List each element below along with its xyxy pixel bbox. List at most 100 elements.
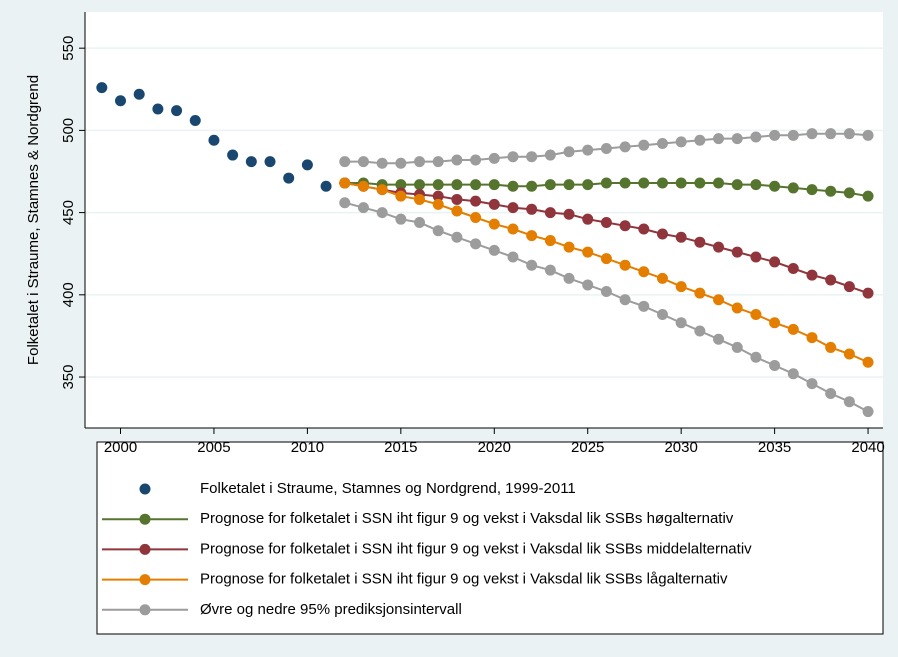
data-point [470, 212, 482, 224]
data-point [507, 251, 519, 263]
data-point [152, 103, 164, 115]
data-point [432, 190, 444, 202]
data-point [731, 246, 743, 258]
data-point [376, 157, 388, 169]
data-point [563, 146, 575, 158]
data-point [750, 131, 762, 143]
data-point [619, 294, 631, 306]
data-point [339, 177, 351, 189]
data-point [713, 294, 725, 306]
data-point [414, 156, 426, 168]
data-point [133, 88, 145, 100]
data-point [694, 325, 706, 337]
data-point [769, 317, 781, 329]
x-tick-label: 2015 [384, 439, 417, 456]
data-point [619, 177, 631, 189]
data-point [656, 177, 668, 189]
data-point [563, 179, 575, 191]
data-point [544, 235, 556, 247]
data-point [713, 241, 725, 253]
data-point [787, 368, 799, 380]
data-point [283, 172, 295, 184]
data-point [787, 323, 799, 335]
data-point [600, 253, 612, 265]
data-point [357, 156, 369, 168]
x-tick-label: 2040 [851, 439, 884, 456]
data-point [843, 187, 855, 199]
data-point [451, 154, 463, 166]
data-point [227, 149, 239, 161]
data-point [843, 396, 855, 408]
data-point [451, 231, 463, 243]
data-point [769, 360, 781, 372]
data-point [787, 182, 799, 194]
data-point [395, 213, 407, 225]
data-point [189, 115, 201, 127]
data-point [470, 195, 482, 207]
data-point [507, 202, 519, 214]
data-point [806, 184, 818, 196]
y-tick-label: 350 [60, 365, 77, 390]
data-point [731, 133, 743, 145]
data-point [862, 406, 874, 418]
data-point [470, 154, 482, 166]
data-point [488, 152, 500, 164]
data-point [600, 286, 612, 298]
data-point [694, 287, 706, 299]
data-point [507, 180, 519, 192]
data-point [694, 134, 706, 146]
data-point [638, 139, 650, 151]
data-point [806, 128, 818, 140]
data-point [750, 309, 762, 321]
data-point [806, 332, 818, 344]
data-point [376, 207, 388, 219]
data-point [825, 128, 837, 140]
legend-label: Prognose for folketalet i SSN iht figur … [200, 540, 752, 557]
data-point [451, 193, 463, 205]
y-tick-label: 500 [60, 118, 77, 143]
data-point [750, 351, 762, 363]
data-point [787, 263, 799, 275]
legend-marker [139, 513, 151, 525]
x-tick-label: 2030 [664, 439, 697, 456]
data-point [488, 244, 500, 256]
data-point [638, 300, 650, 312]
data-point [451, 179, 463, 191]
data-point [507, 151, 519, 163]
data-point [526, 180, 538, 192]
x-tick-label: 2025 [571, 439, 604, 456]
data-point [320, 180, 332, 192]
data-point [862, 356, 874, 368]
data-point [470, 179, 482, 191]
data-point [675, 317, 687, 329]
data-point [488, 179, 500, 191]
data-point [395, 190, 407, 202]
data-point [432, 179, 444, 191]
data-point [825, 185, 837, 197]
data-point [769, 180, 781, 192]
data-point [488, 218, 500, 230]
data-point [713, 133, 725, 145]
y-tick-label: 400 [60, 282, 77, 307]
data-point [638, 177, 650, 189]
legend-label: Prognose for folketalet i SSN iht figur … [200, 510, 734, 527]
data-point [862, 287, 874, 299]
data-point [395, 157, 407, 169]
data-point [656, 309, 668, 321]
data-point [432, 198, 444, 210]
data-point [414, 216, 426, 228]
data-point [526, 230, 538, 242]
data-point [544, 207, 556, 219]
x-tick-label: 2035 [758, 439, 791, 456]
data-point [694, 236, 706, 248]
data-point [843, 348, 855, 360]
legend-label: Folketalet i Straume, Stamnes og Nordgre… [200, 480, 576, 497]
legend-marker [139, 604, 151, 616]
data-point [675, 231, 687, 243]
data-point [582, 246, 594, 258]
data-point [376, 184, 388, 196]
data-point [526, 151, 538, 163]
data-point [582, 144, 594, 156]
data-point [451, 205, 463, 217]
